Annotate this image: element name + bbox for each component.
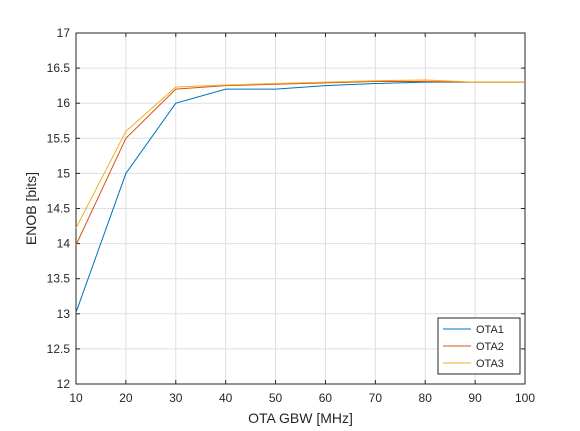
series-line-ota2: [75, 80, 525, 246]
y-tick-label: 16: [57, 96, 71, 110]
x-tick-label: 30: [169, 391, 183, 405]
y-tick-label: 15.5: [47, 131, 71, 145]
y-tick-label: 13: [57, 307, 71, 321]
legend-box: [437, 317, 521, 375]
series-lines: [75, 79, 525, 313]
legend-label-ota3: OTA3: [476, 358, 504, 370]
x-tick-label: 60: [319, 391, 333, 405]
y-tick-label: 14.5: [47, 202, 71, 216]
series-line-ota3: [75, 79, 525, 229]
x-tick-label: 100: [515, 391, 535, 405]
y-tick-label: 12: [57, 377, 71, 391]
legend-label-ota2: OTA2: [476, 341, 504, 353]
y-tick-label: 16.5: [47, 61, 71, 75]
y-tick-label: 13.5: [47, 272, 71, 286]
y-axis-label: ENOB [bits]: [23, 172, 39, 245]
series-line-ota1: [75, 81, 525, 313]
x-tick-label: 50: [269, 391, 283, 405]
y-tick-label: 12.5: [47, 342, 71, 356]
legend-label-ota1: OTA1: [476, 324, 504, 336]
x-tick-label: 40: [219, 391, 233, 405]
x-tick-label: 10: [69, 391, 83, 405]
x-tick-label: 20: [119, 391, 133, 405]
x-tick-label: 80: [419, 391, 433, 405]
x-tick-label: 70: [369, 391, 383, 405]
axis-ticks: 10 20 30 40 50 60 70 80 90 100 12 12.5 13 13.5 14 14.5 1…: [47, 26, 536, 405]
y-tick-label: 15: [57, 166, 71, 180]
y-tick-label: 14: [57, 237, 71, 251]
x-tick-label: 90: [468, 391, 482, 405]
x-axis-label: OTA GBW [MHz]: [248, 410, 353, 426]
y-tick-label: 17: [57, 26, 71, 40]
legend: OTA1 OTA2 OTA3: [437, 317, 521, 375]
